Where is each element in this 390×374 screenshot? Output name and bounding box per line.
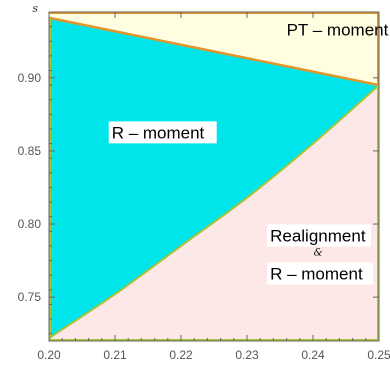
x-tick-label: 0.21 [103, 348, 127, 362]
realignment-boundary-curve [48, 84, 380, 339]
x-tick-label: 0.24 [301, 348, 325, 362]
ampersand-label: & [314, 248, 323, 259]
y-tick-label: 0.75 [18, 290, 42, 304]
y-tick-label: 0.80 [18, 217, 42, 231]
realignment-r-label-bg [267, 262, 374, 285]
x-tick-label: 0.20 [37, 348, 61, 362]
pt-boundary-line [48, 16, 380, 87]
x-tick-label: 0.25 [367, 348, 390, 362]
r-region [49, 17, 379, 339]
y-tick-label: 0.90 [18, 71, 42, 85]
realignment-r-moment-label: R – moment [270, 265, 363, 284]
r-moment-label: R – moment [112, 123, 205, 142]
region-labels: PT – moment R – moment Realignment & R – mom… [108, 21, 389, 285]
x-tick-label: 0.23 [235, 348, 259, 362]
realignment-label: Realignment [270, 227, 366, 246]
pt-region [49, 12, 379, 86]
r-moment-label-bg [108, 121, 217, 144]
regions-layer [48, 12, 380, 341]
axis-ticks: 0.20 0.21 0.22 0.23 0.24 0.25 0.75 0.80 0.85 0.90… [18, 2, 390, 362]
y-axis-label: s [32, 2, 38, 15]
realignment-label-bg [267, 224, 372, 247]
x-tick-label: 0.22 [169, 348, 193, 362]
frame-border [48, 11, 380, 342]
y-tick-label: 0.85 [18, 144, 42, 158]
pt-moment-label: PT – moment [287, 21, 389, 40]
plot-frame [48, 11, 380, 342]
